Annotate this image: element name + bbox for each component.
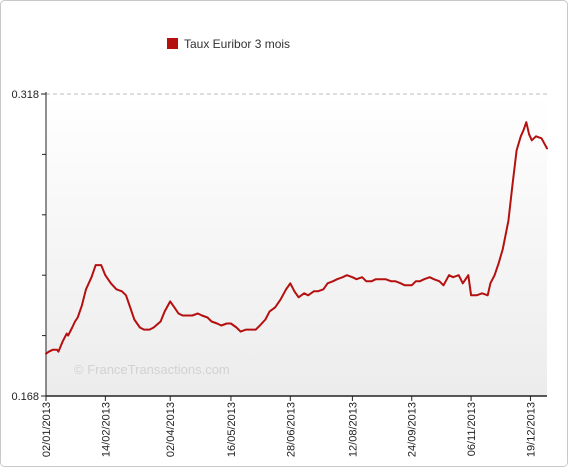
- y-axis: 0.318 0.168: [11, 89, 47, 403]
- y-tick-label: 0.318: [11, 89, 39, 101]
- series-layer: [45, 121, 548, 355]
- y-tick-label: 0.168: [11, 391, 39, 403]
- x-tick-label: 12/08/2013: [347, 402, 359, 457]
- plot-area: [46, 94, 547, 396]
- series-line: [45, 121, 548, 355]
- x-tick-label: 24/09/2013: [407, 402, 419, 457]
- x-tick-label: 16/05/2013: [226, 402, 238, 457]
- legend: Taux Euribor 3 mois: [167, 37, 290, 51]
- legend-label: Taux Euribor 3 mois: [184, 37, 290, 51]
- x-tick-label: 14/02/2013: [100, 402, 112, 457]
- x-tick-label: 19/12/2013: [525, 402, 537, 457]
- x-axis: 02/01/2013 14/02/2013 02/04/2013 16/05/2013…: [41, 395, 547, 457]
- x-tick-label: 02/01/2013: [41, 402, 53, 457]
- legend-swatch: [167, 38, 178, 49]
- x-tick-label: 02/04/2013: [165, 402, 177, 457]
- watermark-text: © FranceTransactions.com: [74, 362, 230, 377]
- x-tick-label: 06/11/2013: [466, 402, 478, 456]
- x-tick-label: 28/06/2013: [285, 402, 297, 457]
